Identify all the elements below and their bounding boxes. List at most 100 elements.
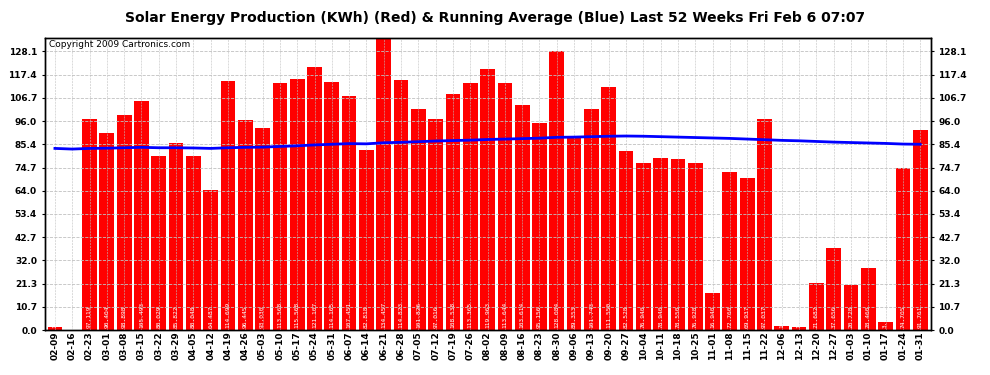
Text: 113.644: 113.644 [502,302,508,328]
Bar [221,81,236,330]
Bar [896,168,910,330]
Text: 95.156: 95.156 [537,305,542,328]
Text: 78.550: 78.550 [675,305,680,328]
Bar [82,119,97,330]
Text: 115.568: 115.568 [295,302,300,328]
Bar [740,178,754,330]
Text: 85.822: 85.822 [173,305,178,328]
Bar [429,119,443,330]
Bar [168,143,183,330]
Bar [619,150,634,330]
Text: 111.550: 111.550 [606,302,611,328]
Bar [827,248,842,330]
Bar [100,134,114,330]
Bar [601,87,616,330]
Bar [809,283,824,330]
Bar [913,130,928,330]
Bar [566,136,581,330]
Text: 91.761: 91.761 [918,305,923,328]
Text: 16.940: 16.940 [710,305,715,328]
Text: 101.743: 101.743 [589,302,594,328]
Bar [290,79,305,330]
Text: 64.487: 64.487 [208,305,213,328]
Text: 105.493: 105.493 [139,302,144,328]
Text: 97.016: 97.016 [434,305,439,328]
Text: 113.568: 113.568 [277,302,282,328]
Bar [670,159,685,330]
Bar [48,327,62,330]
Text: 98.898: 98.898 [122,305,127,328]
Bar [151,156,166,330]
Text: 134.457: 134.457 [381,302,386,328]
Text: 76.928: 76.928 [693,305,698,328]
Text: 114.823: 114.823 [399,302,404,328]
Bar [446,94,460,330]
Bar [774,326,789,330]
Bar [549,51,564,330]
Bar [117,115,132,330]
Bar [203,190,218,330]
Text: 69.937: 69.937 [744,305,749,328]
Text: 96.445: 96.445 [243,305,248,328]
Bar [792,327,807,330]
Text: Copyright 2009 Cartronics.com: Copyright 2009 Cartronics.com [49,40,190,50]
Text: 97.119: 97.119 [87,305,92,328]
Text: 107.451: 107.451 [346,302,351,328]
Text: 37.656: 37.656 [832,305,837,328]
Bar [757,119,772,330]
Bar [186,156,201,330]
Text: 80.048: 80.048 [191,305,196,328]
Text: 128.084: 128.084 [554,302,559,328]
Text: 89.353: 89.353 [571,305,576,328]
Text: 20.728: 20.728 [848,305,853,328]
Text: 74.705: 74.705 [901,305,906,328]
Text: 1.650: 1.650 [779,309,784,328]
Text: 113.365: 113.365 [467,302,473,328]
Bar [325,82,340,330]
Bar [843,285,858,330]
Bar [636,163,650,330]
Text: 80.029: 80.029 [156,305,161,328]
Text: 108.538: 108.538 [450,302,455,328]
Bar [705,293,720,330]
Bar [861,268,875,330]
Bar [653,158,668,330]
Text: 76.940: 76.940 [641,305,645,328]
Text: Solar Energy Production (KWh) (Red) & Running Average (Blue) Last 52 Weeks Fri F: Solar Energy Production (KWh) (Red) & Ru… [125,11,865,25]
Bar [272,83,287,330]
Text: 119.963: 119.963 [485,302,490,328]
Text: 72.760: 72.760 [728,305,733,328]
Text: 1.413: 1.413 [52,309,57,328]
Text: 21.682: 21.682 [814,305,819,328]
Bar [515,105,530,330]
Text: 93.030: 93.030 [260,305,265,328]
Text: 28.460: 28.460 [866,305,871,328]
Bar [480,69,495,330]
Bar [688,163,703,330]
Bar [307,67,322,330]
Bar [533,123,546,330]
Text: 103.614: 103.614 [520,302,525,328]
Text: 90.404: 90.404 [104,305,109,328]
Text: 114.699: 114.699 [226,302,231,328]
Text: 114.165: 114.165 [330,302,335,328]
Bar [584,109,599,330]
Bar [359,150,374,330]
Bar [255,128,270,330]
Text: 78.940: 78.940 [658,305,663,328]
Text: 82.528: 82.528 [624,305,629,328]
Text: 97.037: 97.037 [762,305,767,328]
Bar [878,322,893,330]
Text: 82.818: 82.818 [364,305,369,328]
Bar [723,172,738,330]
Text: 1.388: 1.388 [797,309,802,328]
Bar [342,96,356,330]
Bar [498,83,512,330]
Bar [411,108,426,330]
Text: 121.107: 121.107 [312,302,317,328]
Bar [238,120,252,330]
Bar [134,100,148,330]
Text: 101.826: 101.826 [416,302,421,328]
Bar [463,84,477,330]
Bar [376,38,391,330]
